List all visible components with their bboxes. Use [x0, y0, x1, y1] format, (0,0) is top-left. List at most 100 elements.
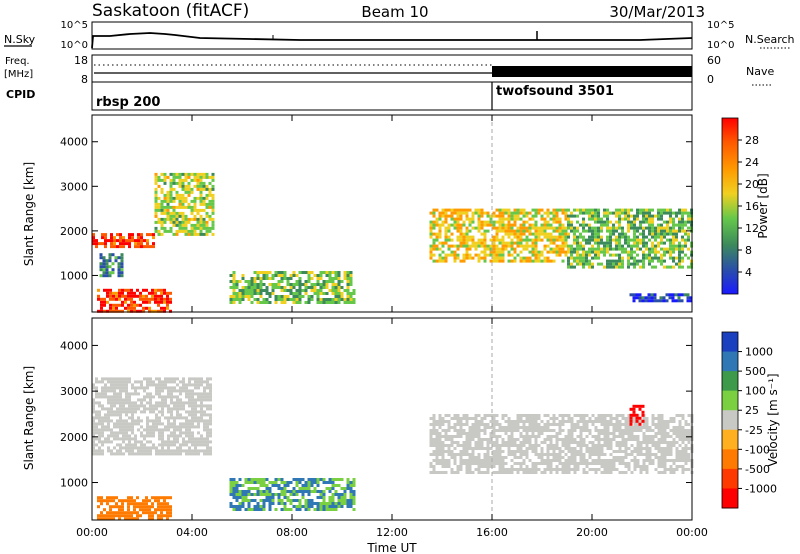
velocity-echo-cell — [289, 490, 293, 493]
velocity-echo-cell — [176, 437, 179, 441]
velocity-echo-cell — [597, 450, 601, 453]
velocity-echo-cell — [675, 465, 679, 468]
velocity-echo-cell — [501, 459, 505, 462]
power-echo-cell — [477, 211, 481, 215]
velocity-echo-cell — [328, 481, 332, 484]
velocity-echo-cell — [170, 389, 173, 393]
power-echo-cell — [465, 250, 469, 254]
power-echo-cell — [169, 178, 173, 182]
power-echo-cell — [621, 208, 624, 212]
velocity-echo-cell — [630, 459, 634, 462]
power-echo-cell — [663, 253, 666, 257]
velocity-echo-cell — [146, 440, 149, 444]
power-echo-cell — [561, 211, 565, 215]
velocity-echo-cell — [166, 517, 169, 521]
velocity-echo-cell — [209, 440, 212, 444]
velocity-echo-cell — [151, 496, 154, 500]
velocity-echo-cell — [161, 404, 164, 408]
velocity-echo-cell — [206, 437, 209, 441]
velocity-echo-cell — [462, 417, 466, 420]
power-echo-cell — [232, 274, 236, 277]
power-echo-cell — [603, 253, 606, 257]
power-echo-cell — [137, 245, 140, 249]
power-echo-cell — [594, 256, 597, 260]
velocity-echo-cell — [206, 449, 209, 453]
power-echo-cell — [654, 265, 657, 269]
power-echo-cell — [175, 181, 179, 185]
velocity-echo-cell — [675, 450, 679, 453]
velocity-echo-cell — [657, 462, 661, 465]
velocity-echo-cell — [450, 417, 454, 420]
velocity-echo-cell — [104, 428, 107, 432]
velocity-echo-cell — [143, 437, 146, 441]
power-echo-cell — [645, 247, 648, 251]
velocity-echo-cell — [191, 410, 194, 414]
power-echo-cell — [184, 199, 188, 203]
velocity-echo-cell — [468, 456, 472, 459]
power-echo-cell — [97, 294, 100, 298]
power-echo-cell — [507, 229, 511, 233]
power-echo-cell — [157, 294, 160, 298]
velocity-echo-cell — [465, 465, 469, 468]
velocity-echo-cell — [537, 468, 541, 471]
power-echo-cell — [644, 296, 648, 300]
power-echo-cell — [621, 217, 624, 221]
power-echo-cell — [343, 289, 347, 292]
power-echo-cell — [647, 299, 651, 303]
velocity-echo-cell — [130, 517, 133, 521]
velocity-echo-cell — [149, 425, 152, 429]
velocity-echo-cell — [564, 453, 568, 456]
power-echo-cell — [124, 306, 127, 310]
power-echo-cell — [441, 244, 445, 248]
velocity-echo-cell — [612, 450, 616, 453]
power-echo-cell — [531, 214, 535, 218]
velocity-echo-cell — [101, 392, 104, 396]
power-echo-cell — [669, 244, 672, 248]
velocity-echo-cell — [459, 465, 463, 468]
velocity-echo-cell — [113, 401, 116, 405]
velocity-echo-cell — [110, 413, 113, 417]
power-echo-cell — [322, 292, 326, 295]
velocity-echo-cell — [651, 441, 655, 444]
power-echo-cell — [346, 271, 350, 274]
velocity-echo-cell — [513, 462, 517, 465]
velocity-echo-cell — [158, 383, 161, 387]
velocity-echo-cell — [636, 453, 640, 456]
velocity-echo-cell — [238, 490, 242, 493]
power-echo-cell — [468, 238, 472, 242]
velocity-echo-cell — [459, 435, 463, 438]
velocity-echo-cell — [645, 420, 649, 423]
velocity-echo-cell — [537, 417, 541, 420]
velocity-echo-cell — [98, 446, 101, 450]
velocity-echo-cell — [259, 490, 263, 493]
power-echo-cell — [534, 253, 538, 257]
velocity-echo-cell — [101, 431, 104, 435]
velocity-echo-cell — [98, 422, 101, 426]
date-label: 30/Mar/2013 — [609, 3, 705, 21]
velocity-echo-cell — [540, 459, 544, 462]
velocity-echo-cell — [450, 468, 454, 471]
velocity-echo-cell — [585, 423, 589, 426]
power-echo-cell — [561, 241, 565, 245]
power-echo-cell — [672, 250, 675, 254]
velocity-echo-cell — [274, 493, 278, 496]
velocity-echo-cell — [528, 444, 532, 447]
velocity-echo-cell — [203, 443, 206, 447]
power-echo-cell — [238, 280, 242, 283]
velocity-echo-cell — [140, 443, 143, 447]
power-echo-cell — [169, 297, 172, 301]
power-echo-cell — [313, 289, 317, 292]
velocity-echo-cell — [684, 447, 688, 450]
power-echo-cell — [579, 247, 582, 251]
velocity-echo-cell — [136, 514, 139, 518]
power-echo-cell — [519, 226, 523, 230]
power-echo-cell — [672, 259, 675, 263]
power-echo-cell — [124, 288, 127, 292]
power-echo-cell — [651, 241, 654, 245]
velocity-echo-cell — [280, 490, 284, 493]
velocity-echo-cell — [528, 468, 532, 471]
velocity-echo-cell — [247, 505, 251, 508]
power-echo-cell — [510, 232, 514, 236]
velocity-echo-cell — [197, 377, 200, 381]
velocity-echo-cell — [130, 514, 133, 518]
